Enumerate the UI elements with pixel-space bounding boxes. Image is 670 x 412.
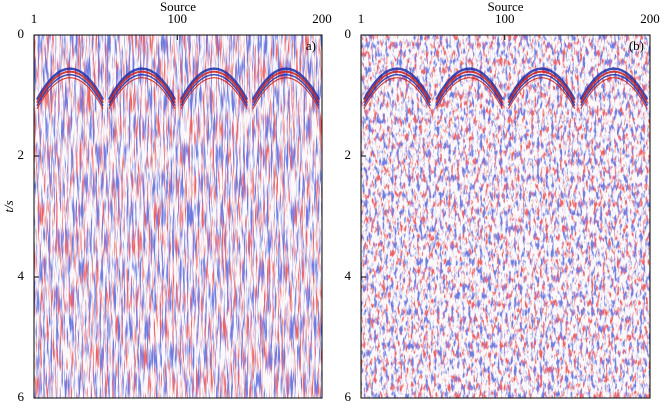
panel: 1 100 200 0 2 4 6 Source (b) <box>345 0 660 404</box>
reflection-event <box>180 74 248 107</box>
reflection-event <box>252 74 320 107</box>
y-tick-label: 6 <box>18 389 25 404</box>
y-tick-label: 2 <box>18 147 25 162</box>
panel-label: a) <box>306 38 316 53</box>
x-tick-label: 100 <box>168 11 188 26</box>
y-tick-label: 2 <box>345 147 352 162</box>
reflection-event <box>579 70 648 104</box>
reflection-event <box>435 70 504 104</box>
reflection-event <box>36 74 104 107</box>
x-tick-label: 200 <box>312 11 332 26</box>
panel: 1 100 200 0 2 4 6 Source t/s a) <box>1 0 332 404</box>
y-tick-label: 0 <box>18 26 25 41</box>
reflection-event <box>435 77 504 109</box>
panel-label: (b) <box>629 38 644 53</box>
reflection-event <box>107 67 177 101</box>
reflection-event <box>179 67 249 101</box>
reflection-event <box>507 77 576 109</box>
reflection-event <box>36 70 104 104</box>
reflection-event <box>180 70 248 104</box>
reflection-event <box>251 67 321 101</box>
reflection-event <box>363 70 432 104</box>
y-tick-label: 4 <box>345 268 352 283</box>
x-axis-label: Source <box>160 0 196 14</box>
axes-frame <box>33 34 323 399</box>
y-tick-label: 6 <box>345 389 352 404</box>
reflection-event <box>180 77 248 109</box>
x-tick-label: 100 <box>495 11 515 26</box>
reflection-event <box>252 77 320 109</box>
section-noise <box>361 35 650 398</box>
reflection-event <box>363 74 431 107</box>
reflection-event <box>507 70 576 104</box>
x-axis-label: Source <box>487 0 523 14</box>
y-tick-label: 4 <box>18 268 25 283</box>
reflection-event <box>108 77 176 109</box>
x-tick-label: 200 <box>640 11 660 26</box>
y-axis-label: t/s <box>1 200 16 212</box>
reflection-event <box>252 70 320 104</box>
x-tick-label: 1 <box>358 11 365 26</box>
reflection-event <box>362 67 432 101</box>
reflection-event <box>435 74 504 107</box>
reflection-event <box>35 67 105 101</box>
reflection-event <box>435 67 504 101</box>
x-tick-label: 1 <box>31 11 38 26</box>
axes-frame <box>360 34 651 399</box>
reflection-event <box>108 70 176 104</box>
reflection-event <box>507 74 576 107</box>
reflection-event <box>36 77 104 109</box>
reflection-event <box>579 67 649 101</box>
reflection-event <box>363 77 431 109</box>
reflection-event <box>580 74 648 107</box>
section-noise <box>34 35 322 398</box>
reflection-event <box>507 67 576 101</box>
reflection-event <box>580 77 648 109</box>
y-tick-label: 0 <box>345 26 352 41</box>
reflection-event <box>108 74 176 107</box>
